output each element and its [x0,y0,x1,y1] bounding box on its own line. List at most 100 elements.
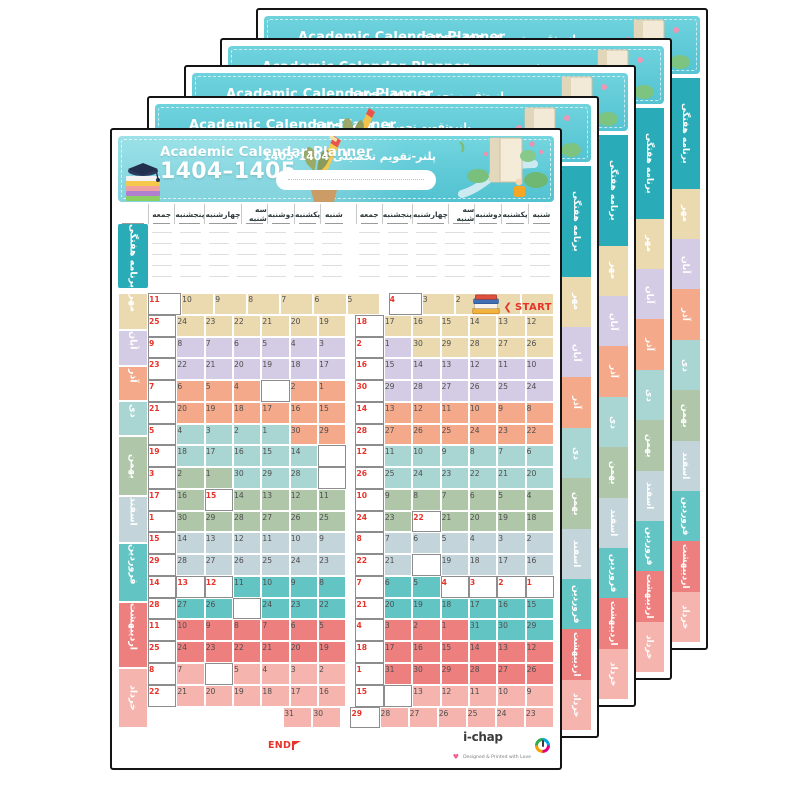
calendar-cell[interactable]: 21 [497,467,526,489]
calendar-cell[interactable]: 13 [440,358,469,381]
calendar-cell[interactable]: 15 [261,445,290,468]
calendar-cell[interactable]: 10 [412,445,441,468]
calendar-cell[interactable]: 22 [176,358,205,381]
calendar-cell-holiday[interactable]: 25 [147,641,177,664]
calendar-cell[interactable]: 13 [383,401,413,424]
calendar-cell[interactable]: 30 [176,510,205,533]
calendar-cell[interactable]: 2 [289,380,319,402]
calendar-cell[interactable]: 1 [204,467,234,489]
calendar-cell-marked[interactable]: 13 [318,445,347,468]
calendar-cell[interactable]: 19 [204,401,234,424]
calendar-cell[interactable]: 7 [280,293,314,315]
calendar-cell[interactable]: 23 [318,554,347,576]
calendar-cell-holiday[interactable]: 3 [468,575,498,598]
calendar-cell-holiday[interactable]: 29 [147,554,177,576]
calendar-cell[interactable]: 3 [383,619,413,642]
calendar-cell[interactable]: 28 [412,380,441,402]
calendar-cell-holiday[interactable]: 13 [176,575,205,598]
calendar-cell[interactable]: 3 [421,293,455,315]
calendar-cell-holiday[interactable]: 25 [147,314,177,337]
calendar-cell-holiday[interactable]: 10 [355,488,384,511]
calendar-cell[interactable]: 12 [525,314,554,337]
calendar-cell[interactable]: 19 [233,684,262,707]
calendar-cell[interactable]: 20 [468,510,498,533]
calendar-cell[interactable]: 6 [412,532,441,555]
calendar-cell[interactable]: 29 [525,619,554,642]
calendar-cell[interactable]: 13 [412,684,441,707]
calendar-cell-holiday[interactable]: 28 [147,597,177,620]
calendar-cell[interactable]: 23 [383,510,413,533]
calendar-cell[interactable]: 20 [233,358,262,381]
calendar-cell-holiday[interactable]: 12 [355,445,384,468]
calendar-cell[interactable]: 6 [468,488,498,511]
calendar-cell[interactable]: 28 [176,554,205,576]
calendar-cell[interactable]: 3 [318,336,347,359]
calendar-cell-holiday[interactable]: 23 [147,358,177,381]
calendar-cell-holiday[interactable]: 5 [147,423,177,446]
calendar-cell-holiday[interactable]: 28 [355,423,384,446]
calendar-cell[interactable]: 1 [440,619,469,642]
calendar-cell-holiday[interactable]: 1 [147,510,177,533]
calendar-cell[interactable]: 27 [440,380,469,402]
calendar-cell-holiday[interactable]: 22 [147,684,177,707]
calendar-cell[interactable]: 19 [318,314,347,337]
calendar-cell[interactable]: 22 [233,314,262,337]
calendar-cell[interactable]: 31 [383,663,413,685]
calendar-cell[interactable]: 30 [233,467,262,489]
calendar-cell[interactable]: 13 [497,641,526,664]
calendar-cell-holiday[interactable]: 2 [497,575,526,598]
calendar-cell-holiday[interactable]: 22 [355,554,384,576]
calendar-cell[interactable]: 27 [176,597,205,620]
calendar-cell[interactable]: 18 [468,554,498,576]
calendar-cell[interactable]: 4 [176,423,205,446]
calendar-cell[interactable]: 30 [412,336,441,359]
calendar-cell[interactable]: 28 [468,336,498,359]
calendar-cell[interactable]: 3 [497,532,526,555]
calendar-cell[interactable]: 20 [525,467,554,489]
calendar-cell[interactable]: 11 [497,358,526,381]
weekly-write-column[interactable] [497,224,525,290]
calendar-cell[interactable]: 17 [289,684,319,707]
calendar-cell[interactable]: 29 [318,423,347,446]
calendar-cell-marked[interactable]: 3 [261,380,290,402]
calendar-cell[interactable]: 20 [204,684,234,707]
calendar-cell[interactable]: 27 [497,663,526,685]
calendar-cell[interactable]: 28 [379,706,409,729]
calendar-cell[interactable]: 14 [468,314,498,337]
calendar-cell[interactable]: 5 [204,380,234,402]
calendar-cell[interactable]: 17 [383,641,413,664]
calendar-cell[interactable]: 23 [497,423,526,446]
calendar-cell-marked[interactable]: 20 [412,554,441,576]
calendar-cell[interactable] [520,293,554,315]
calendar-cell[interactable]: 27 [497,336,526,359]
calendar-cell[interactable]: 8 [318,575,347,598]
calendar-cell-holiday[interactable]: 4 [440,575,469,598]
calendar-cell[interactable]: 9 [497,401,526,424]
calendar-cell[interactable]: 15 [318,401,347,424]
calendar-cell[interactable]: 6 [525,445,554,468]
calendar-cell-holiday[interactable]: 15 [204,488,234,511]
calendar-cell[interactable]: 13 [261,488,290,511]
calendar-cell[interactable]: 11 [383,445,413,468]
weekly-write-column[interactable] [412,224,440,290]
calendar-cell[interactable]: 4 [468,532,498,555]
calendar-cell-holiday[interactable]: 14 [355,401,384,424]
calendar-cell[interactable]: 15 [440,641,469,664]
calendar-cell-holiday[interactable]: 26 [355,467,384,489]
calendar-cell[interactable]: 19 [318,641,347,664]
calendar-cell[interactable]: 14 [412,358,441,381]
calendar-cell[interactable]: 23 [204,641,234,664]
calendar-cell[interactable]: 9 [289,575,319,598]
calendar-cell-holiday[interactable]: 8 [147,663,177,685]
calendar-cell[interactable]: 12 [289,488,319,511]
calendar-cell[interactable]: 10 [261,575,290,598]
calendar-cell[interactable]: 2 [412,619,441,642]
calendar-cell[interactable]: 9 [525,684,554,707]
calendar-cell[interactable]: 31 [468,619,498,642]
weekly-program-block[interactable]: برنامه هفتگی [117,224,554,290]
calendar-cell[interactable]: 13 [497,314,526,337]
calendar-cell-holiday[interactable]: 11 [148,293,182,315]
calendar-cell[interactable]: 2 [454,293,488,315]
calendar-cell-holiday[interactable]: 22 [412,510,441,533]
calendar-cell[interactable]: 16 [497,597,526,620]
